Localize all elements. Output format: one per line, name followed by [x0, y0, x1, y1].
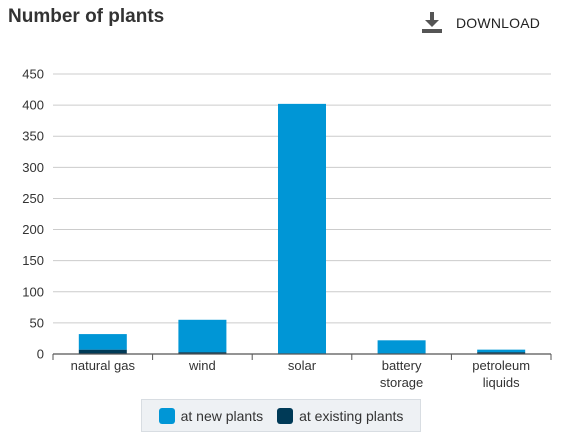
- x-tick-label: natural gas: [71, 358, 136, 373]
- x-tick-label: battery: [382, 358, 422, 373]
- x-tick-label: wind: [188, 358, 216, 373]
- x-tick-label: storage: [380, 375, 423, 390]
- legend-label-existing-plants: at existing plants: [299, 407, 404, 424]
- bar-existing: [477, 352, 526, 354]
- y-tick-label: 50: [30, 315, 44, 330]
- legend-swatch-new-plants: [158, 407, 175, 424]
- x-tick-label: petroleum: [472, 358, 530, 373]
- chart-title: Number of plants: [8, 6, 165, 27]
- bar-new: [278, 103, 326, 354]
- bar-existing: [78, 349, 127, 354]
- y-tick-label: 100: [22, 284, 44, 299]
- y-tick-label: 150: [22, 253, 44, 268]
- legend-label-new-plants: at new plants: [180, 407, 264, 424]
- legend-swatch-existing-plants: [277, 407, 294, 424]
- download-label: DOWNLOAD: [456, 15, 541, 31]
- legend-item-new-plants[interactable]: at new plants: [158, 407, 264, 424]
- bar-new: [78, 334, 127, 350]
- download-button[interactable]: DOWNLOAD: [420, 10, 540, 36]
- bar-existing: [178, 352, 227, 354]
- x-tick-label: liquids: [483, 375, 520, 390]
- bar-new: [178, 319, 227, 353]
- y-tick-label: 400: [22, 98, 44, 113]
- y-tick-label: 250: [22, 191, 44, 206]
- bar-new: [477, 349, 526, 353]
- y-tick-label: 0: [37, 347, 44, 362]
- y-tick-label: 200: [22, 222, 44, 237]
- y-tick-label: 450: [22, 67, 44, 82]
- y-tick-label: 300: [22, 160, 44, 175]
- legend-item-existing-plants[interactable]: at existing plants: [277, 407, 404, 424]
- x-tick-label: solar: [288, 358, 317, 373]
- bar-new: [377, 340, 426, 354]
- y-tick-label: 350: [22, 129, 44, 144]
- chart-legend: at new plants at existing plants: [141, 399, 421, 432]
- download-icon: [420, 11, 444, 35]
